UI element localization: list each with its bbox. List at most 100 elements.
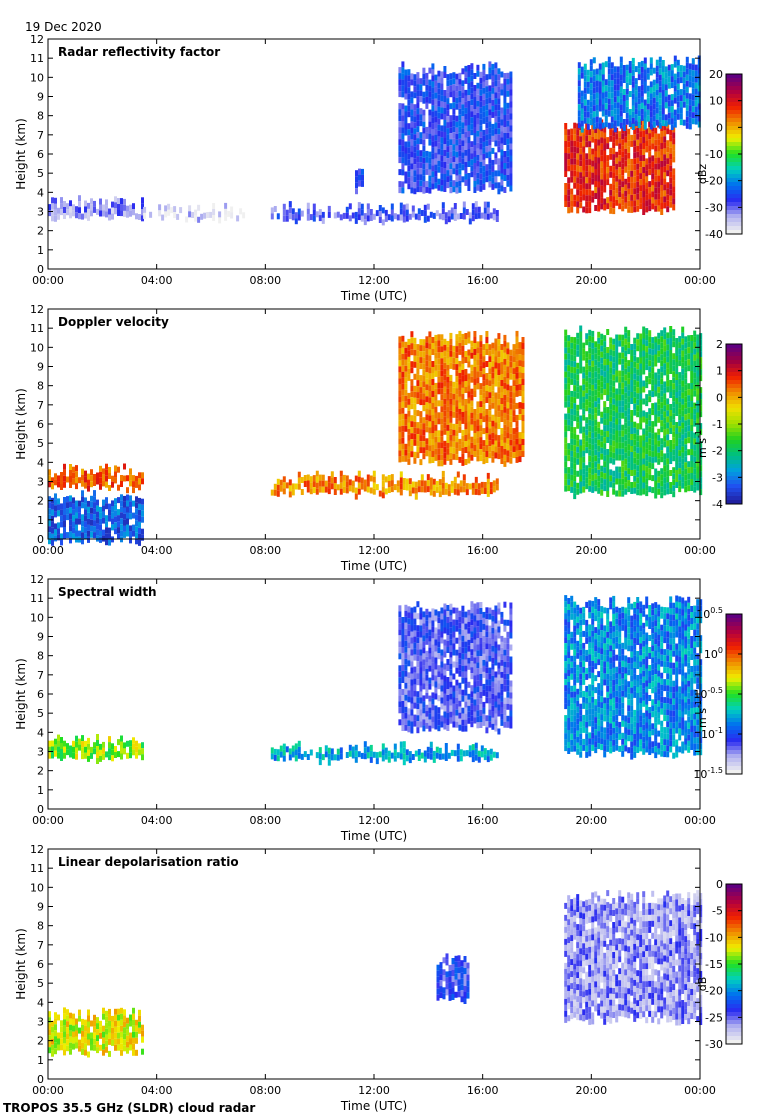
radar-cell [473, 139, 477, 145]
radar-cell [567, 183, 571, 190]
radar-cell [687, 389, 691, 396]
radar-cell [615, 358, 619, 365]
radar-cell [618, 478, 622, 485]
radar-cell [567, 413, 571, 420]
radar-cell [696, 460, 700, 467]
radar-cell [51, 203, 54, 210]
panel-1: Radar reflectivity factor012345678910111… [14, 33, 743, 303]
radar-cell [580, 72, 584, 79]
radar-cell [500, 173, 504, 180]
radar-cell [564, 153, 568, 159]
radar-cell [138, 509, 141, 516]
radar-cell [479, 119, 483, 126]
radar-cell [684, 336, 688, 343]
radar-cell [690, 389, 694, 395]
radar-cell [639, 149, 643, 156]
radar-cell [509, 77, 513, 84]
radar-cell [407, 672, 411, 679]
radar-cell [603, 365, 607, 372]
radar-cell [672, 365, 676, 372]
radar-cell [594, 187, 598, 193]
radar-cell [624, 458, 628, 465]
radar-cell [440, 77, 444, 84]
radar-cell [503, 370, 507, 377]
radar-cell [588, 467, 592, 474]
radar-cell [452, 114, 456, 121]
radar-cell [597, 427, 601, 434]
radar-cell [410, 139, 414, 146]
radar-cell [485, 331, 489, 337]
radar-cell [612, 488, 616, 495]
radar-cell [99, 743, 102, 750]
radar-cell [404, 449, 408, 456]
radar-cell [576, 434, 580, 441]
radar-cell [117, 198, 120, 204]
radar-cell [452, 162, 456, 169]
radar-cell [443, 102, 447, 108]
radar-cell [456, 471, 460, 478]
radar-cell [636, 187, 640, 194]
radar-cell [120, 518, 123, 525]
radar-cell [404, 658, 408, 665]
radar-cell [630, 188, 634, 195]
radar-cell [613, 84, 617, 91]
radar-cell [467, 391, 471, 398]
radar-cell [81, 502, 84, 509]
radar-cell [627, 194, 631, 201]
radar-cell [591, 196, 595, 203]
x-tick-label: 20:00 [575, 544, 607, 557]
radar-cell [672, 395, 676, 402]
radar-cell [601, 122, 605, 129]
radar-cell [404, 610, 408, 617]
radar-cell [664, 66, 668, 73]
radar-cell [591, 172, 595, 179]
radar-cell [428, 385, 432, 392]
radar-cell [401, 629, 405, 635]
radar-cell [416, 126, 420, 133]
radar-cell [66, 532, 69, 539]
radar-cell [573, 451, 577, 458]
radar-cell [657, 446, 661, 453]
radar-cell [48, 475, 51, 482]
radar-cell [473, 415, 477, 421]
radar-cell [630, 194, 634, 201]
radar-cell [660, 209, 664, 215]
radar-cell [521, 433, 525, 439]
radar-cell [399, 477, 403, 484]
radar-cell [672, 425, 676, 432]
radar-cell [413, 110, 417, 117]
radar-cell [420, 474, 424, 481]
radar-cell [648, 432, 652, 439]
radar-cell [658, 92, 662, 99]
radar-cell [621, 388, 625, 395]
radar-cell [51, 746, 54, 753]
radar-cell [585, 423, 589, 430]
radar-cell [413, 116, 417, 123]
radar-cell [657, 404, 661, 411]
radar-cell [660, 330, 664, 337]
radar-cell [645, 376, 649, 383]
radar-cell [111, 518, 114, 525]
radar-cell [684, 450, 688, 457]
radar-cell [476, 371, 480, 378]
radar-feature [48, 195, 144, 222]
radar-cell [639, 339, 643, 346]
radar-cell [570, 450, 574, 457]
radar-cell [473, 145, 477, 151]
radar-cell [407, 642, 411, 649]
radar-cell [381, 219, 385, 226]
radar-cell [636, 357, 640, 364]
radar-cell [410, 103, 414, 110]
radar-cell [398, 157, 402, 164]
radar-cell [654, 414, 658, 421]
radar-cell [672, 437, 676, 444]
radar-cell [75, 212, 78, 219]
radar-cell [670, 100, 674, 107]
radar-cell [93, 490, 96, 497]
radar-cell [506, 144, 510, 151]
radar-cell [582, 438, 586, 445]
radar-cell [327, 759, 331, 766]
radar-cell [588, 401, 592, 408]
radar-cell [497, 158, 501, 165]
radar-cell [579, 136, 583, 143]
